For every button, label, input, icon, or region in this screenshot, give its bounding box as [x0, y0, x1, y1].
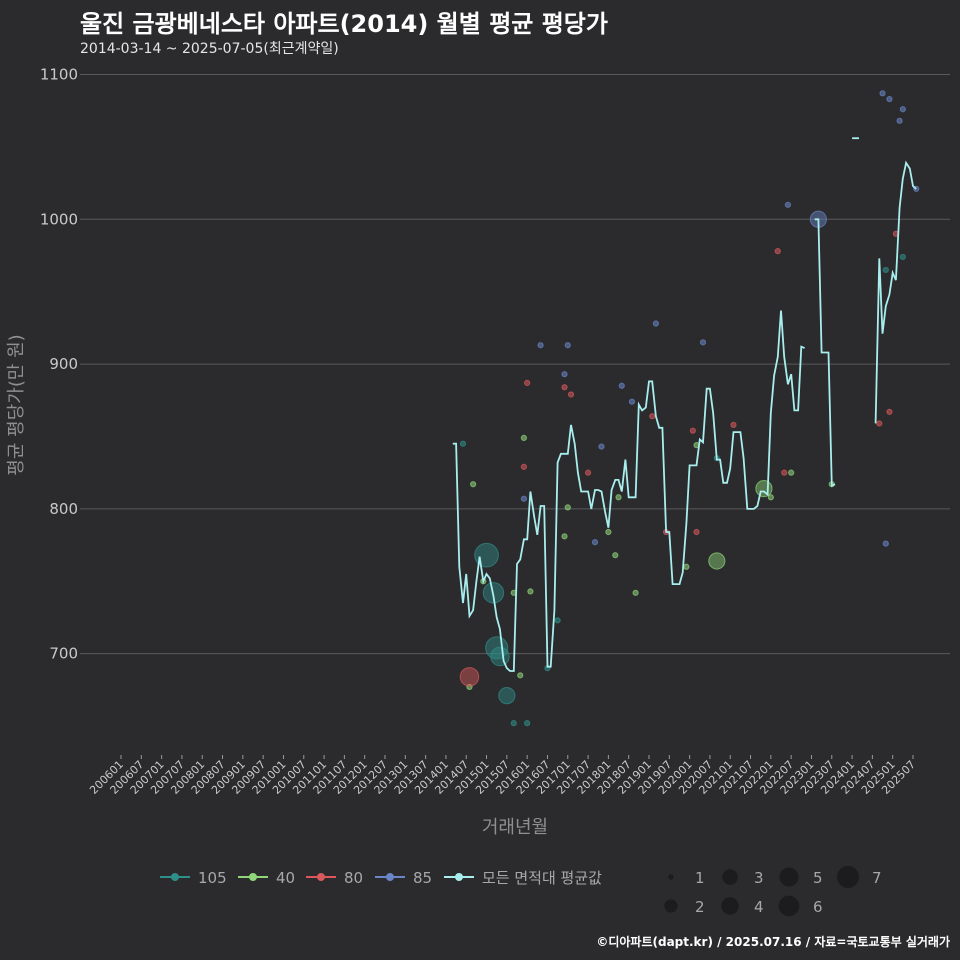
chart-subtitle: 2014-03-14 ~ 2025-07-05(최근계약일) — [80, 41, 339, 57]
point-40 — [708, 552, 726, 570]
size-legend-dot — [668, 874, 674, 880]
grid-lines — [80, 73, 950, 655]
size-legend-label: 6 — [813, 898, 823, 916]
x-axis-title: 거래년월 — [482, 817, 548, 838]
point-105 — [490, 646, 510, 667]
point-85 — [537, 342, 544, 349]
average-line — [814, 218, 836, 488]
point-80 — [459, 667, 480, 687]
point-40 — [561, 533, 568, 540]
size-legend-dot — [664, 899, 678, 913]
legend-label: 80 — [344, 869, 363, 887]
point-40 — [755, 479, 773, 498]
point-40 — [520, 434, 528, 442]
average-line — [452, 310, 805, 672]
size-legend-dot — [778, 895, 800, 917]
size-legend-label: 3 — [754, 869, 764, 887]
point-40 — [788, 469, 795, 476]
legend-label: 모든 면적대 평균값 — [482, 869, 602, 887]
point-85 — [564, 342, 571, 349]
point-80 — [561, 384, 568, 391]
point-85 — [520, 495, 528, 502]
point-85 — [899, 106, 906, 113]
y-axis-title: 평균 평당가(만 원) — [6, 334, 27, 475]
point-80 — [774, 248, 781, 255]
y-tick-label: 700 — [49, 645, 78, 663]
source-caption: ©디아파트(dapt.kr) / 2025.07.16 / 자료=국토교통부 실… — [596, 935, 950, 949]
point-80 — [649, 413, 656, 420]
point-105 — [882, 266, 889, 274]
point-40 — [632, 589, 639, 596]
legend-area: 105 40 80 85 모든 면적대 평균값 — [160, 869, 602, 887]
point-40 — [615, 494, 622, 501]
size-legend-label: 7 — [872, 869, 882, 887]
size-legend-dot — [779, 867, 799, 887]
legend-label: 40 — [276, 869, 295, 887]
point-40 — [612, 552, 619, 559]
point-85 — [628, 398, 636, 405]
point-80 — [730, 421, 737, 428]
point-80 — [876, 420, 883, 427]
y-tick-label: 1000 — [40, 210, 78, 228]
point-40 — [527, 588, 534, 595]
size-legend-dot — [722, 869, 738, 885]
point-105 — [899, 253, 906, 261]
legend-dot-80 — [317, 873, 325, 881]
point-85 — [699, 339, 707, 346]
point-40 — [564, 504, 571, 511]
point-105 — [510, 720, 517, 727]
point-80 — [524, 379, 531, 386]
chart-title: 울진 금광베네스타 아파트(2014) 월별 평균 평당가 — [80, 10, 608, 38]
point-40 — [683, 563, 690, 570]
size-legend-label: 4 — [754, 898, 764, 916]
point-85 — [886, 95, 893, 103]
point-80 — [584, 469, 592, 476]
point-80 — [781, 469, 788, 476]
y-tick-label: 1100 — [40, 65, 78, 83]
point-85 — [598, 443, 605, 450]
point-80 — [567, 391, 575, 398]
x-axis-ticks: 2006012006072007012007072008012008072009… — [87, 755, 918, 797]
legend-dot-85 — [386, 873, 394, 881]
point-40 — [470, 481, 477, 488]
point-105 — [459, 440, 467, 447]
point-40 — [605, 528, 612, 536]
point-85 — [879, 90, 886, 97]
point-105 — [554, 617, 561, 624]
point-85 — [896, 117, 903, 124]
average-line-group — [452, 137, 917, 672]
average-line — [874, 160, 917, 424]
legend-dot-105 — [171, 873, 179, 881]
point-80 — [520, 463, 528, 470]
point-105 — [498, 687, 516, 705]
size-legend-dot — [721, 897, 739, 915]
point-40 — [517, 672, 524, 679]
point-85 — [561, 371, 568, 378]
point-85 — [591, 539, 599, 546]
point-85 — [652, 320, 660, 327]
y-axis-ticks: 700 800 900 1000 1100 — [40, 65, 78, 662]
legend-label: 105 — [198, 869, 227, 887]
point-80 — [886, 408, 893, 415]
y-tick-label: 900 — [49, 355, 78, 373]
legend-dot-모든 면적대 평균값 — [455, 873, 463, 881]
point-85 — [618, 382, 625, 389]
point-85 — [784, 201, 792, 208]
y-tick-label: 800 — [49, 500, 78, 518]
point-80 — [693, 528, 700, 536]
legend-label: 85 — [413, 869, 432, 887]
scatter-points — [459, 90, 920, 727]
size-legend-label: 5 — [813, 869, 823, 887]
size-legend-label: 2 — [695, 898, 705, 916]
point-105 — [524, 720, 531, 727]
point-80 — [689, 427, 696, 434]
size-legend-dot — [836, 865, 860, 889]
legend-dot-40 — [249, 873, 257, 881]
legend-size: 1 2 3 4 5 6 7 — [664, 865, 882, 917]
point-40 — [767, 494, 774, 501]
point-85 — [882, 540, 889, 547]
size-legend-label: 1 — [695, 869, 705, 887]
